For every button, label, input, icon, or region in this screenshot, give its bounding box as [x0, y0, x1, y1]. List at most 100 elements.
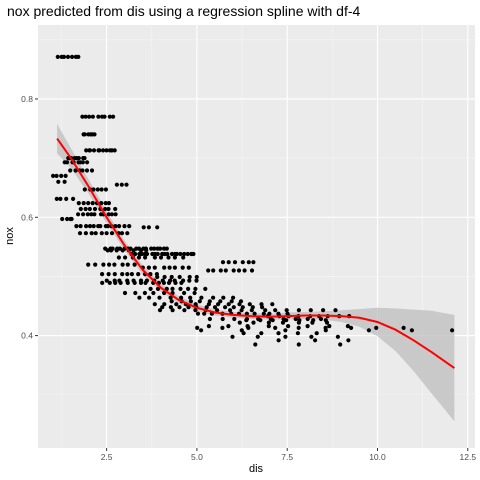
data-point	[276, 331, 281, 336]
data-point	[191, 251, 196, 257]
data-point	[169, 299, 174, 304]
data-point	[104, 148, 109, 153]
data-point	[137, 295, 142, 300]
data-point	[335, 334, 340, 339]
data-point	[83, 206, 88, 212]
data-point	[192, 290, 197, 296]
data-point	[173, 280, 178, 285]
data-point	[194, 274, 199, 280]
data-point	[246, 260, 251, 265]
data-point	[226, 260, 231, 265]
data-point	[96, 114, 101, 119]
data-point	[231, 295, 236, 300]
data-point	[162, 274, 167, 280]
data-point	[193, 308, 198, 313]
data-point	[313, 338, 318, 343]
data-point	[84, 168, 90, 173]
data-point	[244, 318, 249, 323]
data-point	[99, 231, 104, 236]
data-point	[76, 212, 81, 217]
data-point	[246, 325, 251, 330]
data-point	[59, 173, 64, 178]
data-point	[107, 280, 112, 285]
data-point	[100, 280, 105, 285]
data-point	[83, 231, 88, 236]
data-point	[255, 334, 260, 339]
data-point	[185, 251, 190, 257]
data-point	[211, 295, 216, 300]
data-point	[193, 286, 198, 291]
data-point	[177, 274, 182, 280]
data-point	[73, 168, 78, 173]
data-point	[259, 331, 264, 336]
data-point	[310, 320, 315, 325]
data-point	[87, 206, 92, 212]
data-point	[64, 160, 70, 165]
data-point	[284, 308, 289, 313]
data-point	[199, 295, 204, 300]
data-point	[61, 54, 67, 60]
data-point	[318, 316, 324, 322]
data-point	[165, 251, 170, 257]
data-point	[170, 308, 175, 313]
data-point	[182, 251, 187, 257]
data-point	[261, 311, 266, 316]
data-point	[206, 268, 211, 273]
data-point	[89, 168, 95, 173]
data-point	[211, 268, 216, 273]
data-point	[107, 262, 112, 267]
data-point	[169, 251, 175, 257]
data-point	[86, 262, 91, 267]
data-point	[136, 255, 142, 260]
data-point	[92, 206, 98, 212]
data-point	[131, 248, 136, 253]
minor-gridlines	[38, 25, 475, 448]
data-point	[58, 196, 63, 201]
data-point	[107, 114, 112, 119]
data-point	[148, 286, 153, 291]
data-point	[120, 248, 125, 253]
data-point	[54, 196, 59, 201]
data-point	[149, 246, 154, 251]
data-point	[62, 179, 67, 184]
data-point	[321, 308, 326, 313]
data-point	[179, 280, 184, 285]
data-point	[76, 54, 81, 60]
data-point	[84, 224, 89, 229]
data-point	[231, 305, 236, 310]
data-point	[296, 308, 301, 313]
data-point	[179, 295, 184, 300]
data-point	[207, 316, 212, 322]
data-point	[276, 338, 281, 343]
data-point	[86, 201, 91, 206]
data-point	[284, 318, 289, 323]
data-point	[168, 295, 173, 300]
data-point	[125, 231, 130, 236]
data-point	[226, 324, 231, 329]
data-point	[323, 328, 328, 333]
data-point	[97, 148, 102, 153]
data-point	[293, 316, 298, 322]
data-point	[151, 290, 156, 296]
data-point	[51, 173, 56, 178]
data-point	[218, 299, 223, 304]
data-point	[195, 325, 200, 330]
data-point	[80, 168, 85, 173]
data-point	[76, 201, 81, 206]
data-point	[93, 262, 98, 267]
data-point	[239, 308, 244, 313]
data-point	[374, 325, 379, 330]
data-point	[70, 54, 75, 60]
data-point	[221, 295, 226, 300]
data-point	[91, 148, 97, 153]
major-gridlines	[38, 25, 475, 448]
data-point	[101, 148, 106, 153]
data-point	[270, 302, 275, 307]
data-point	[286, 324, 291, 329]
data-point	[92, 132, 97, 137]
data-point	[81, 212, 86, 217]
data-point	[401, 325, 406, 330]
data-point	[232, 260, 238, 265]
data-point	[324, 320, 330, 325]
data-point	[118, 280, 123, 285]
